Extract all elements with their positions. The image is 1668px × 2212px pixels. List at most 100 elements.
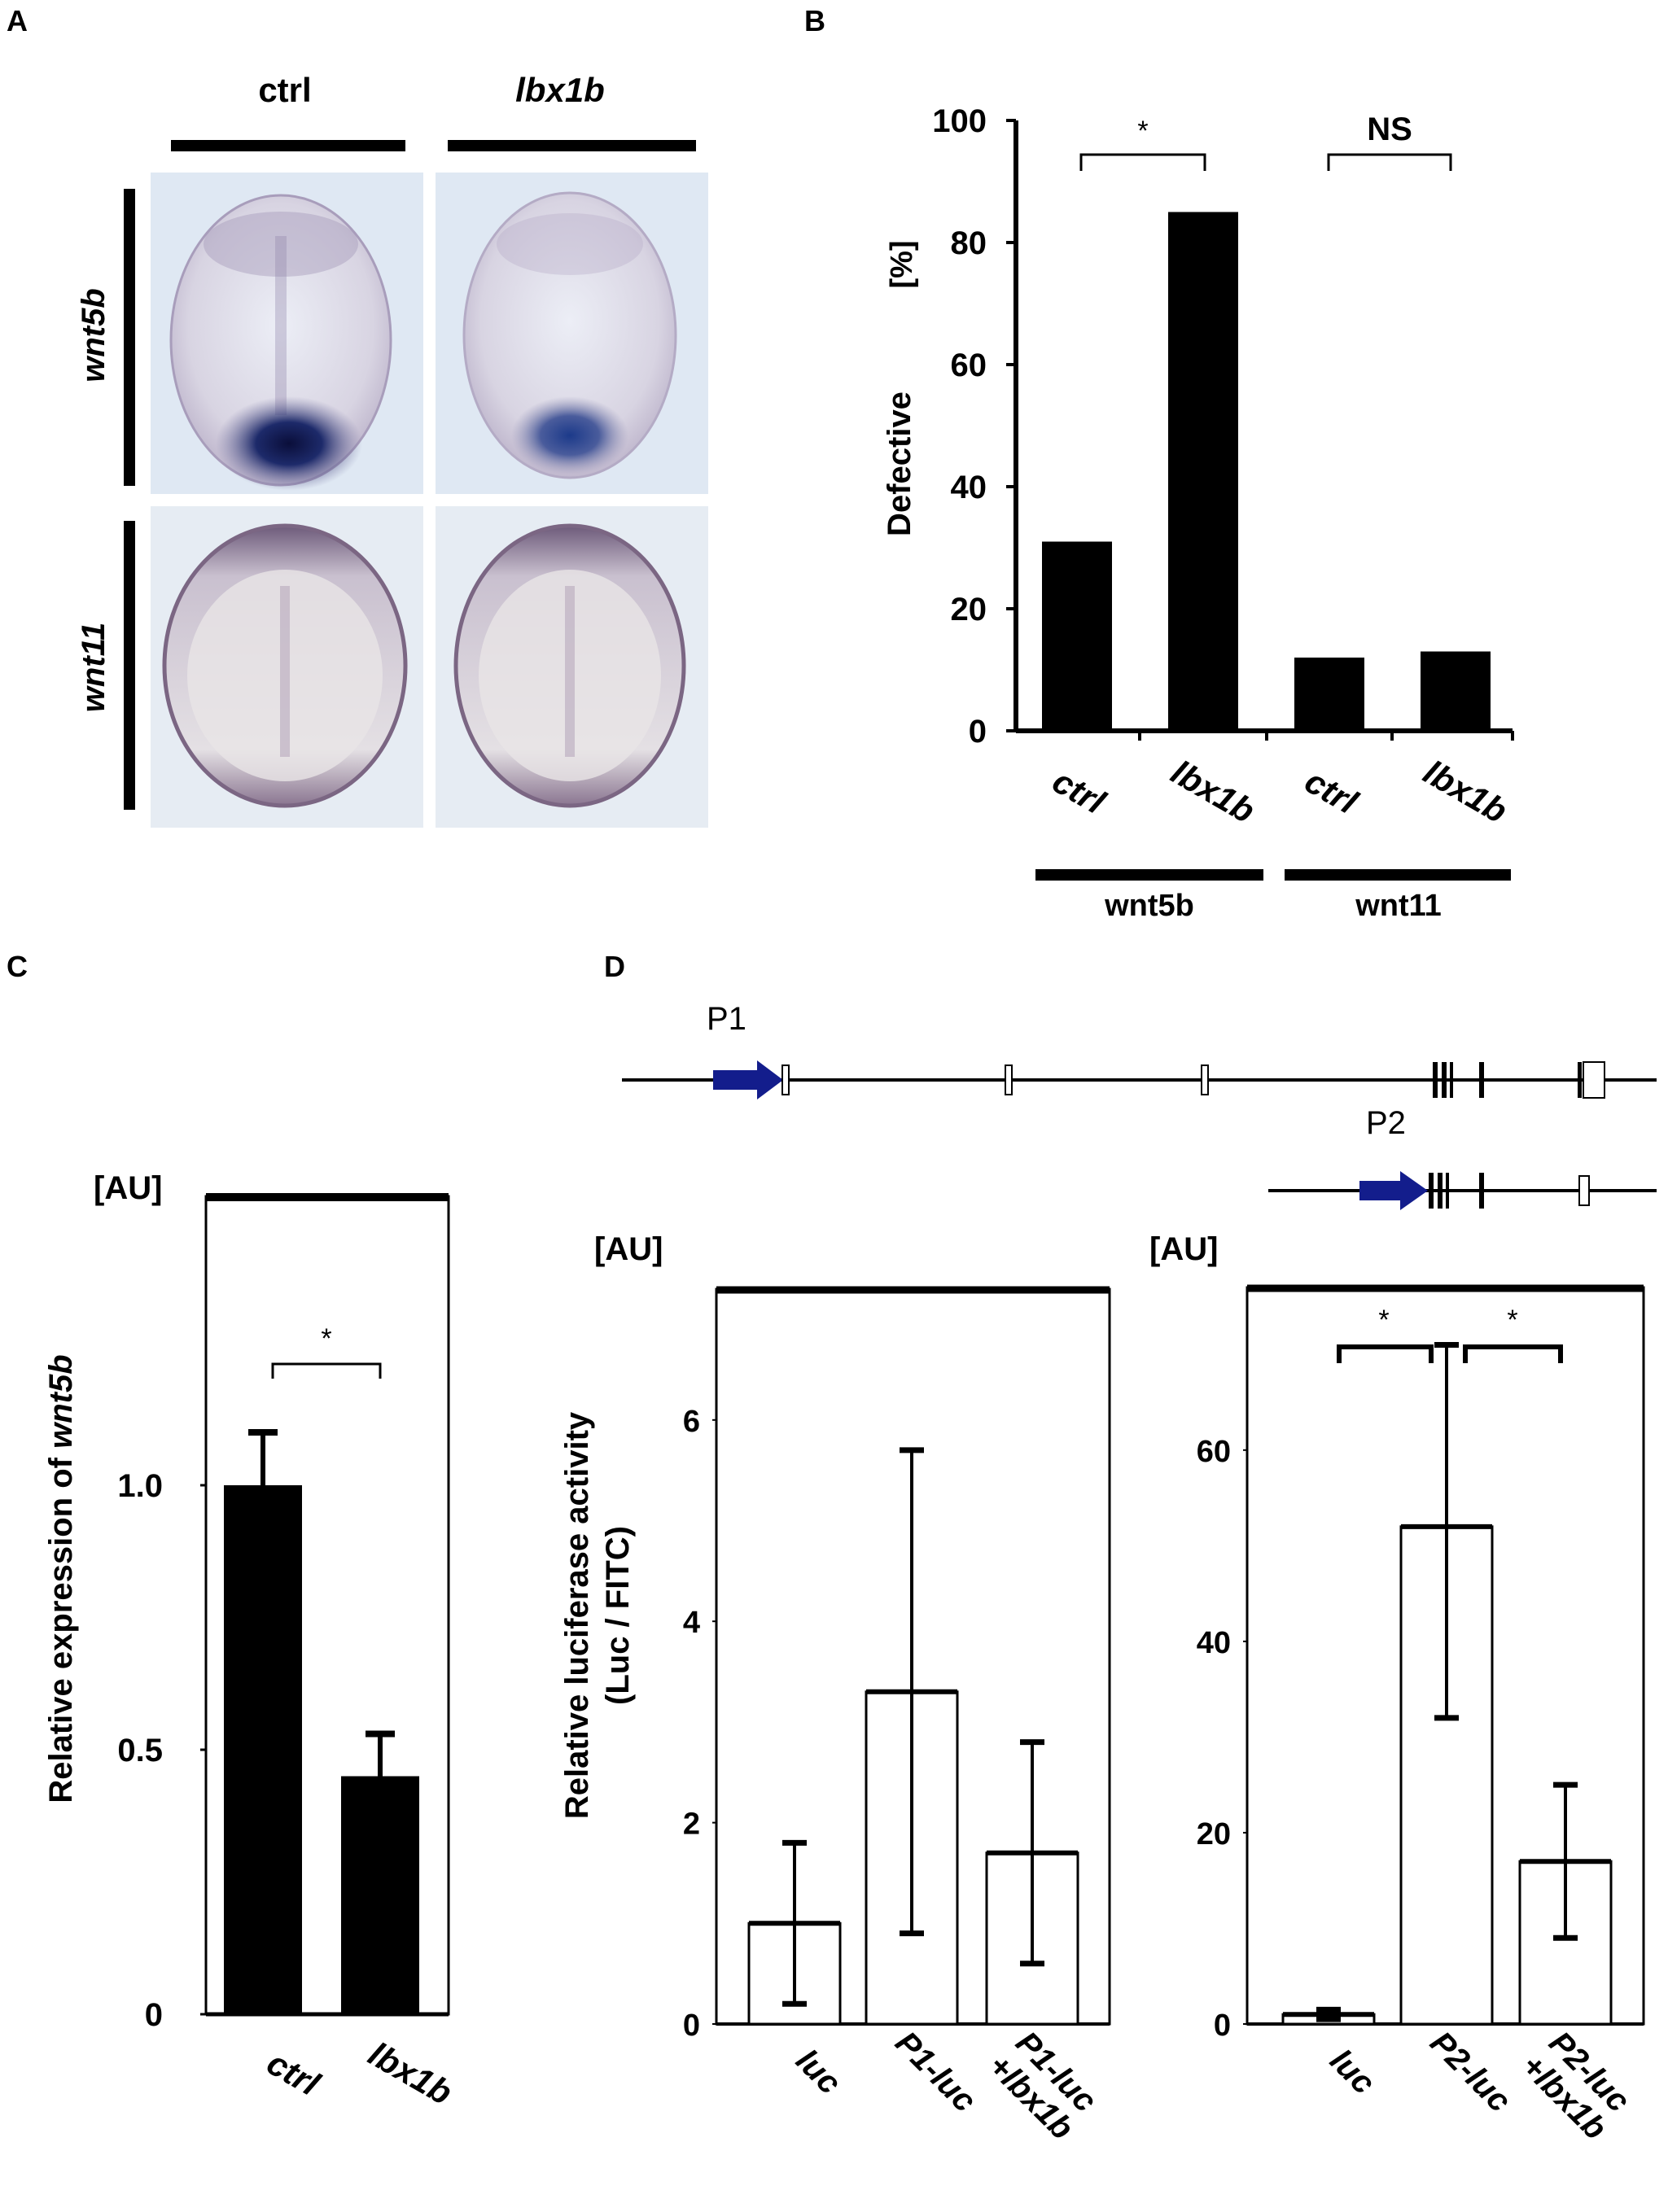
y-tick-label: 40 bbox=[951, 470, 987, 505]
significance-label: * bbox=[1378, 1305, 1389, 1336]
x-tick-label: lbx1b bbox=[362, 2035, 459, 2113]
panel-label-b: B bbox=[804, 4, 825, 37]
bar-lbx1b-wnt11 bbox=[1421, 651, 1491, 731]
y-tick-label: 4 bbox=[683, 1606, 700, 1640]
x-tick-label: ctrl bbox=[260, 2044, 326, 2104]
chart-b-group-bar-wnt5b bbox=[1035, 869, 1263, 881]
x-tick-label: P1-luc+lbx1b bbox=[981, 2022, 1105, 2147]
x-tick-label-line: luc bbox=[789, 2043, 847, 2101]
x-tick-label: luc bbox=[789, 2043, 847, 2101]
chart-b-significance: * NS bbox=[1079, 111, 1452, 171]
chart-c-y-label-prefix: Relative expression of bbox=[43, 1449, 79, 1803]
y-tick-label: 80 bbox=[951, 225, 987, 261]
chart-d-left-y-ticks: 0 2 4 6 bbox=[683, 1405, 716, 2043]
embryo-wnt11-lbx1b bbox=[453, 523, 686, 808]
chart-c-y-label-gene: wnt5b bbox=[43, 1354, 79, 1449]
column-label-lbx1b: lbx1b bbox=[515, 71, 605, 109]
row-bar-wnt11 bbox=[124, 521, 135, 810]
y-tick-label: 100 bbox=[932, 103, 987, 139]
chart-d-right-bars bbox=[1281, 1342, 1613, 2026]
significance-bracket bbox=[1337, 1344, 1434, 1363]
panel-a: ctrl lbx1b wnt5b wnt11 bbox=[76, 71, 708, 828]
embryo-wnt5b-ctrl bbox=[169, 194, 392, 491]
y-tick-label: 0.5 bbox=[117, 1733, 163, 1768]
y-tick-label: 40 bbox=[1197, 1626, 1231, 1660]
significance-label: * bbox=[1507, 1305, 1517, 1336]
panel-label-d: D bbox=[604, 950, 625, 983]
row-bar-wnt5b bbox=[124, 189, 135, 486]
chart-d-left-y-label-1: Relative luciferase activity bbox=[559, 1411, 595, 1819]
chart-c-y-label: Relative expression of wnt5b bbox=[43, 1354, 79, 1803]
chart-c-x-labels: ctrl lbx1b bbox=[260, 2035, 458, 2113]
chart-c-y-ticks: 0 0.5 1.0 bbox=[117, 1468, 206, 2033]
x-tick-label: lbx1b bbox=[1165, 753, 1262, 831]
significance-bracket bbox=[1079, 153, 1206, 171]
y-tick-label: 20 bbox=[951, 592, 987, 627]
chart-d-left-unit: [AU] bbox=[594, 1231, 663, 1267]
column-label-ctrl: ctrl bbox=[258, 71, 311, 109]
promoter-label-p1: P1 bbox=[707, 1001, 746, 1037]
y-tick-label: 60 bbox=[1197, 1435, 1231, 1469]
y-tick-label: 1.0 bbox=[117, 1468, 163, 1504]
bar-ctrl-wnt11 bbox=[1294, 658, 1364, 731]
x-tick-label: ctrl bbox=[1046, 762, 1112, 822]
chart-d-left-y-label-2: (Luc / FITC) bbox=[600, 1526, 636, 1705]
chart-d-right-y-ticks: 0 20 40 60 bbox=[1197, 1435, 1247, 2043]
y-tick-label: 2 bbox=[683, 1808, 700, 1842]
x-tick-label-line: P1-luc bbox=[888, 2025, 983, 2119]
significance-label: * bbox=[1137, 116, 1148, 146]
chart-b-group-label-wnt5b: wnt5b bbox=[1104, 889, 1194, 923]
chart-b-group-label-wnt11: wnt11 bbox=[1355, 889, 1442, 923]
significance-bracket bbox=[1463, 1344, 1563, 1363]
chart-b-y-label: Defective bbox=[882, 391, 917, 536]
exons-bottom bbox=[1429, 1173, 1590, 1209]
y-tick-label: 20 bbox=[1197, 1817, 1231, 1851]
column-bar-lbx1b bbox=[448, 140, 696, 151]
chart-c-significance: * bbox=[271, 1323, 382, 1379]
x-tick-label: P2-luc+lbx1b bbox=[1514, 2022, 1639, 2147]
x-tick-label-line: luc bbox=[1323, 2043, 1381, 2101]
y-tick-label: 0 bbox=[969, 714, 987, 750]
x-tick-label: lbx1b bbox=[1417, 753, 1514, 831]
panel-d-left: [AU] 0 2 4 6 luc P1-luc P1-luc+lbx1b Relative… bbox=[559, 1231, 1111, 2147]
chart-d-right-x-labels: luc P2-luc P2-luc+lbx1b bbox=[1323, 2022, 1639, 2147]
chart-b-group-bar-wnt11 bbox=[1285, 869, 1511, 881]
chart-b-y-unit: [%] bbox=[885, 240, 919, 288]
x-tick-label: luc bbox=[1323, 2043, 1381, 2101]
panel-label-c: C bbox=[7, 950, 28, 983]
chart-b-y-ticks: 0 20 40 60 80 100 bbox=[932, 103, 1514, 750]
significance-bracket bbox=[1327, 153, 1452, 171]
promoter-label-p2: P2 bbox=[1366, 1105, 1406, 1141]
y-tick-label: 0 bbox=[1214, 2009, 1231, 2043]
chart-d-right-unit: [AU] bbox=[1149, 1231, 1218, 1267]
panel-d-gene-diagram: P1 P2 bbox=[622, 1001, 1657, 1210]
significance-label: * bbox=[321, 1323, 331, 1354]
y-tick-label: 0 bbox=[145, 1997, 163, 2033]
chart-b-x-labels: ctrl lbx1b ctrl lbx1b bbox=[1046, 753, 1513, 831]
embryo-wnt11-ctrl bbox=[162, 523, 408, 808]
y-tick-label: 60 bbox=[951, 348, 987, 383]
chart-c-bars bbox=[224, 1429, 419, 2014]
panel-label-a: A bbox=[7, 4, 28, 37]
embryo-wnt5b-lbx1b bbox=[462, 191, 677, 479]
x-tick-label-line: P2-luc bbox=[1423, 2025, 1517, 2119]
chart-b-bars bbox=[1042, 212, 1491, 731]
bar-ctrl bbox=[224, 1485, 302, 2014]
chart-d-right-significance: * * bbox=[1337, 1305, 1563, 1363]
panel-c: [AU] 0 0.5 1.0 ctrl lbx1b * Relative expres… bbox=[43, 1170, 459, 2112]
x-tick-label: P1-luc bbox=[888, 2025, 983, 2119]
exons-top bbox=[781, 1061, 1605, 1099]
chart-d-left-bars bbox=[747, 1447, 1079, 2026]
chart-c-unit: [AU] bbox=[94, 1170, 162, 1206]
y-tick-label: 6 bbox=[683, 1405, 700, 1439]
bar-lbx1b-wnt5b bbox=[1168, 212, 1238, 731]
column-bar-ctrl bbox=[171, 140, 405, 151]
x-tick-label: P2-luc bbox=[1423, 2025, 1517, 2119]
chart-d-left-x-labels: luc P1-luc P1-luc+lbx1b bbox=[789, 2022, 1105, 2147]
significance-bracket bbox=[271, 1362, 382, 1379]
x-tick-label: ctrl bbox=[1298, 762, 1364, 822]
significance-label: NS bbox=[1367, 111, 1412, 147]
